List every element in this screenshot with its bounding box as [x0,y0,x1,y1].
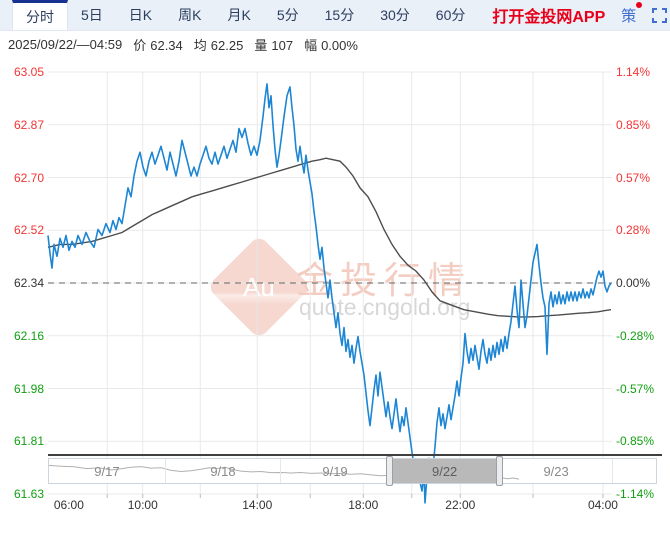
period-tabbar: 分时 5日 日K 周K 月K 5分 15分 30分 60分 打开金投网APP 策 [0,0,670,31]
y-axis-price-label: 62.34 [13,276,44,290]
y-axis-percent-label: -0.85% [616,434,655,449]
x-axis-time-label: 06:00 [53,498,84,512]
open-app-link[interactable]: 打开金投网APP [492,9,606,26]
y-axis-price-label: 61.63 [13,487,44,501]
tab-period-3[interactable]: 周K [178,7,202,23]
quote-infobar: 2025/09/22/—04:59 价 62.34 均 62.25 量 107 幅 0.00% [8,32,369,56]
tab-fenshi[interactable]: 分时 [12,0,68,30]
quote-field-均: 均 62.25 [193,37,244,53]
navigator-section-9/22[interactable]: 9/22 [390,459,501,483]
quote-field-量: 量 107 [254,37,294,53]
right-range-handle[interactable] [496,456,504,486]
x-axis-line [48,454,662,456]
tab-period-2[interactable]: 日K [128,7,153,23]
y-axis-percent-label: -1.14% [616,487,655,501]
y-axis-price-label: 62.70 [13,170,44,185]
navigator-section-9/23[interactable]: 9/23 [500,459,613,483]
date-range-navigator[interactable]: 9/17 9/18 9/19 9/22 9/23 [48,456,658,486]
navigator-section-9/18[interactable]: 9/18 [166,459,282,483]
y-axis-price-label: 61.81 [13,434,44,449]
quote-field-价: 价 62.34 [133,37,183,53]
y-axis-percent-label: 0.57% [616,170,651,185]
y-axis-percent-label: 0.85% [616,117,651,132]
x-axis-time-label: 18:00 [348,498,379,512]
y-axis-price-label: 63.05 [13,65,44,79]
x-axis-time-label: 04:00 [587,498,618,512]
left-range-handle[interactable] [386,456,394,486]
tab-period-7[interactable]: 30分 [380,7,410,23]
y-axis-percent-label: -0.57% [616,381,655,396]
notification-dot-icon [636,2,643,8]
x-axis-time-label: 14:00 [242,498,273,512]
tab-period-5[interactable]: 5分 [276,7,299,23]
tab-period-1[interactable]: 5日 [81,7,103,23]
tab-period-8[interactable]: 60分 [435,7,466,23]
y-axis-price-label: 62.87 [13,117,44,132]
y-axis-percent-label: 0.28% [616,223,651,238]
navigator-section-9/17[interactable]: 9/17 [49,459,166,483]
y-axis-percent-label: 1.14% [616,65,651,79]
y-axis-percent-label: -0.28% [616,328,655,343]
y-axis-price-label: 62.52 [13,223,44,238]
y-axis-price-label: 61.98 [13,381,44,396]
x-axis-time-label: 22:00 [445,498,476,512]
x-axis-time-label: 10:00 [127,498,158,512]
y-axis-percent-label: 0.00% [616,276,651,290]
quote-datetime: 2025/09/22/—04:59 [8,36,123,52]
navigator-section-future[interactable] [613,459,658,483]
tab-period-6[interactable]: 15分 [324,7,355,23]
strategy-icon[interactable]: 策 [621,0,643,30]
fullscreen-icon[interactable] [652,0,668,30]
y-axis-price-label: 62.16 [13,328,44,343]
tab-period-4[interactable]: 月K [227,7,251,23]
navigator-section-9/19[interactable]: 9/19 [281,459,391,483]
quote-field-幅: 幅 0.00% [304,37,358,53]
